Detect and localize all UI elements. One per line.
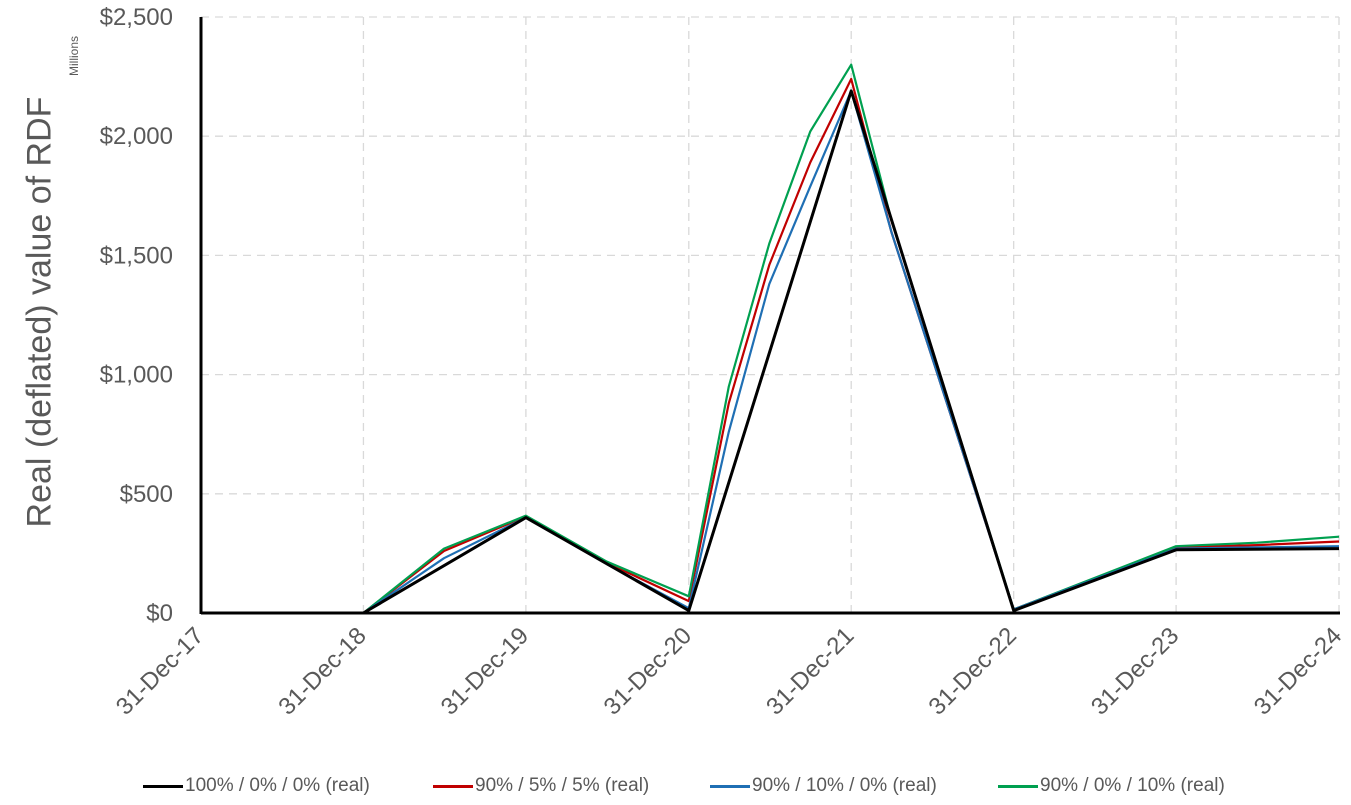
y-tick-labels: $0 $500 $1,000 $1,500 $2,000 $2,500 bbox=[100, 4, 173, 627]
y-tick-label: $2,500 bbox=[100, 4, 173, 31]
legend-item-series-3: 90% / 10% / 0% (real) bbox=[710, 772, 937, 800]
x-tick-label: 31-Dec-18 bbox=[273, 622, 371, 720]
series-lines bbox=[201, 63, 1340, 615]
y-tick-label: $2,000 bbox=[100, 123, 173, 150]
legend-item-series-1: 100% / 0% / 0% (real) bbox=[143, 772, 370, 800]
series-line-4 bbox=[201, 63, 1340, 615]
x-tick-label: 31-Dec-23 bbox=[1086, 622, 1184, 720]
y-tick-label: $500 bbox=[120, 481, 173, 508]
gridlines bbox=[201, 16, 1340, 613]
legend-swatch-series-4 bbox=[998, 784, 1038, 788]
y-tick-label: $1,500 bbox=[100, 242, 173, 269]
y-tick-label: $0 bbox=[146, 600, 173, 627]
legend-item-series-2: 90% / 5% / 5% (real) bbox=[433, 772, 649, 800]
legend-item-series-4: 90% / 0% / 10% (real) bbox=[998, 772, 1225, 800]
x-tick-label: 31-Dec-21 bbox=[761, 622, 859, 720]
legend: 100% / 0% / 0% (real) 90% / 5% / 5% (rea… bbox=[0, 772, 1351, 800]
x-tick-labels: 31-Dec-17 31-Dec-18 31-Dec-19 31-Dec-20 31-D… bbox=[111, 622, 1347, 720]
x-tick-label: 31-Dec-22 bbox=[924, 622, 1022, 720]
axes bbox=[199, 17, 1340, 615]
x-tick-label: 31-Dec-20 bbox=[599, 622, 697, 720]
x-tick-label: 31-Dec-24 bbox=[1249, 622, 1347, 720]
legend-label-series-4: 90% / 0% / 10% (real) bbox=[1040, 775, 1225, 796]
x-tick-label: 31-Dec-17 bbox=[111, 622, 209, 720]
legend-label-series-2: 90% / 5% / 5% (real) bbox=[475, 775, 650, 796]
series-line-1 bbox=[201, 89, 1340, 615]
y-axis-units-label: Millions bbox=[67, 35, 81, 77]
legend-swatch-series-1 bbox=[143, 784, 183, 788]
legend-label-series-1: 100% / 0% / 0% (real) bbox=[185, 775, 370, 796]
y-axis-title: Real (deflated) value of RDF bbox=[20, 96, 59, 528]
x-tick-label: 31-Dec-19 bbox=[436, 622, 534, 720]
legend-swatch-series-2 bbox=[433, 784, 473, 788]
legend-label-series-3: 90% / 10% / 0% (real) bbox=[752, 775, 937, 796]
legend-swatch-series-3 bbox=[710, 784, 750, 788]
y-tick-label: $1,000 bbox=[100, 362, 173, 389]
